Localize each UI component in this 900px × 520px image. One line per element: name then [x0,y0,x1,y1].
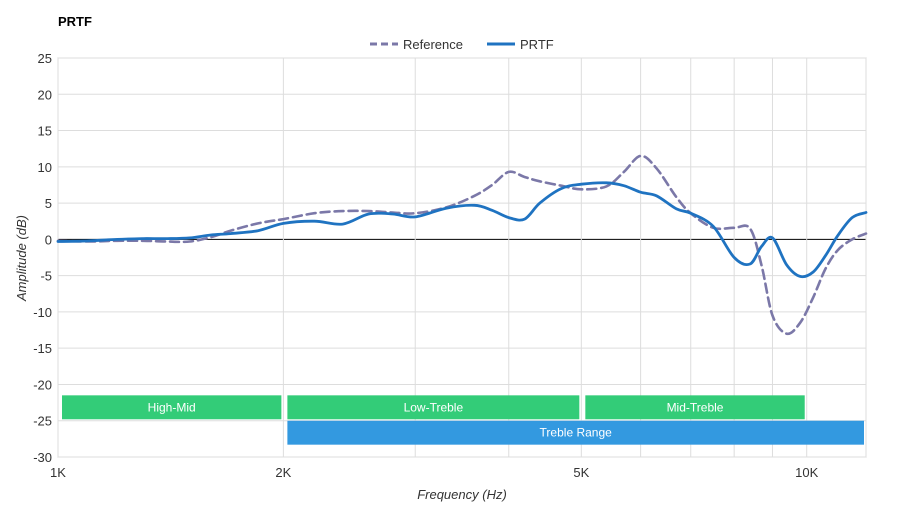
band-high-mid-label: High-Mid [148,400,196,414]
y-tick-label: -20 [33,377,52,392]
band-high-mid [62,395,282,420]
x-axis-label: Frequency (Hz) [417,487,507,502]
frequency-bands: High-Mid Low-Treble Mid-Treble Treble Range [62,395,865,445]
y-axis-ticks: 25 20 15 10 5 0 -5 -10 -15 -20 -25 -30 [33,51,52,465]
y-tick-label: -15 [33,341,52,356]
chart-title: PRTF [58,14,92,29]
y-tick-label: 5 [45,196,52,211]
x-tick-label: 5K [573,465,589,480]
band-low-treble-label: Low-Treble [404,400,464,414]
band-low-treble [287,395,580,420]
y-tick-label: 25 [38,51,52,66]
y-tick-label: -25 [33,414,52,429]
band-treble-range [287,420,865,445]
x-tick-label: 1K [50,465,66,480]
series-lines [56,154,868,336]
y-tick-label: 10 [38,160,52,175]
legend-prtf-label: PRTF [520,37,554,52]
legend-reference-label: Reference [403,37,463,52]
band-mid-treble [585,395,805,420]
series-line-reference [56,154,868,336]
x-tick-label: 2K [275,465,291,480]
y-tick-label: 15 [38,124,52,139]
y-tick-label: -30 [33,450,52,465]
y-tick-label: 0 [45,232,52,247]
band-treble-range-label: Treble Range [540,426,613,440]
x-tick-label: 10K [795,465,818,480]
y-axis-label: Amplitude (dB) [14,215,29,302]
y-tick-label: -10 [33,305,52,320]
chart-legend: Reference PRTF [370,37,554,52]
series-line-prtf [56,181,868,279]
y-tick-label: 20 [38,87,52,102]
y-tick-label: -5 [40,269,52,284]
band-mid-treble-label: Mid-Treble [667,400,724,414]
x-axis-ticks: 1K 2K 5K 10K [50,465,819,480]
